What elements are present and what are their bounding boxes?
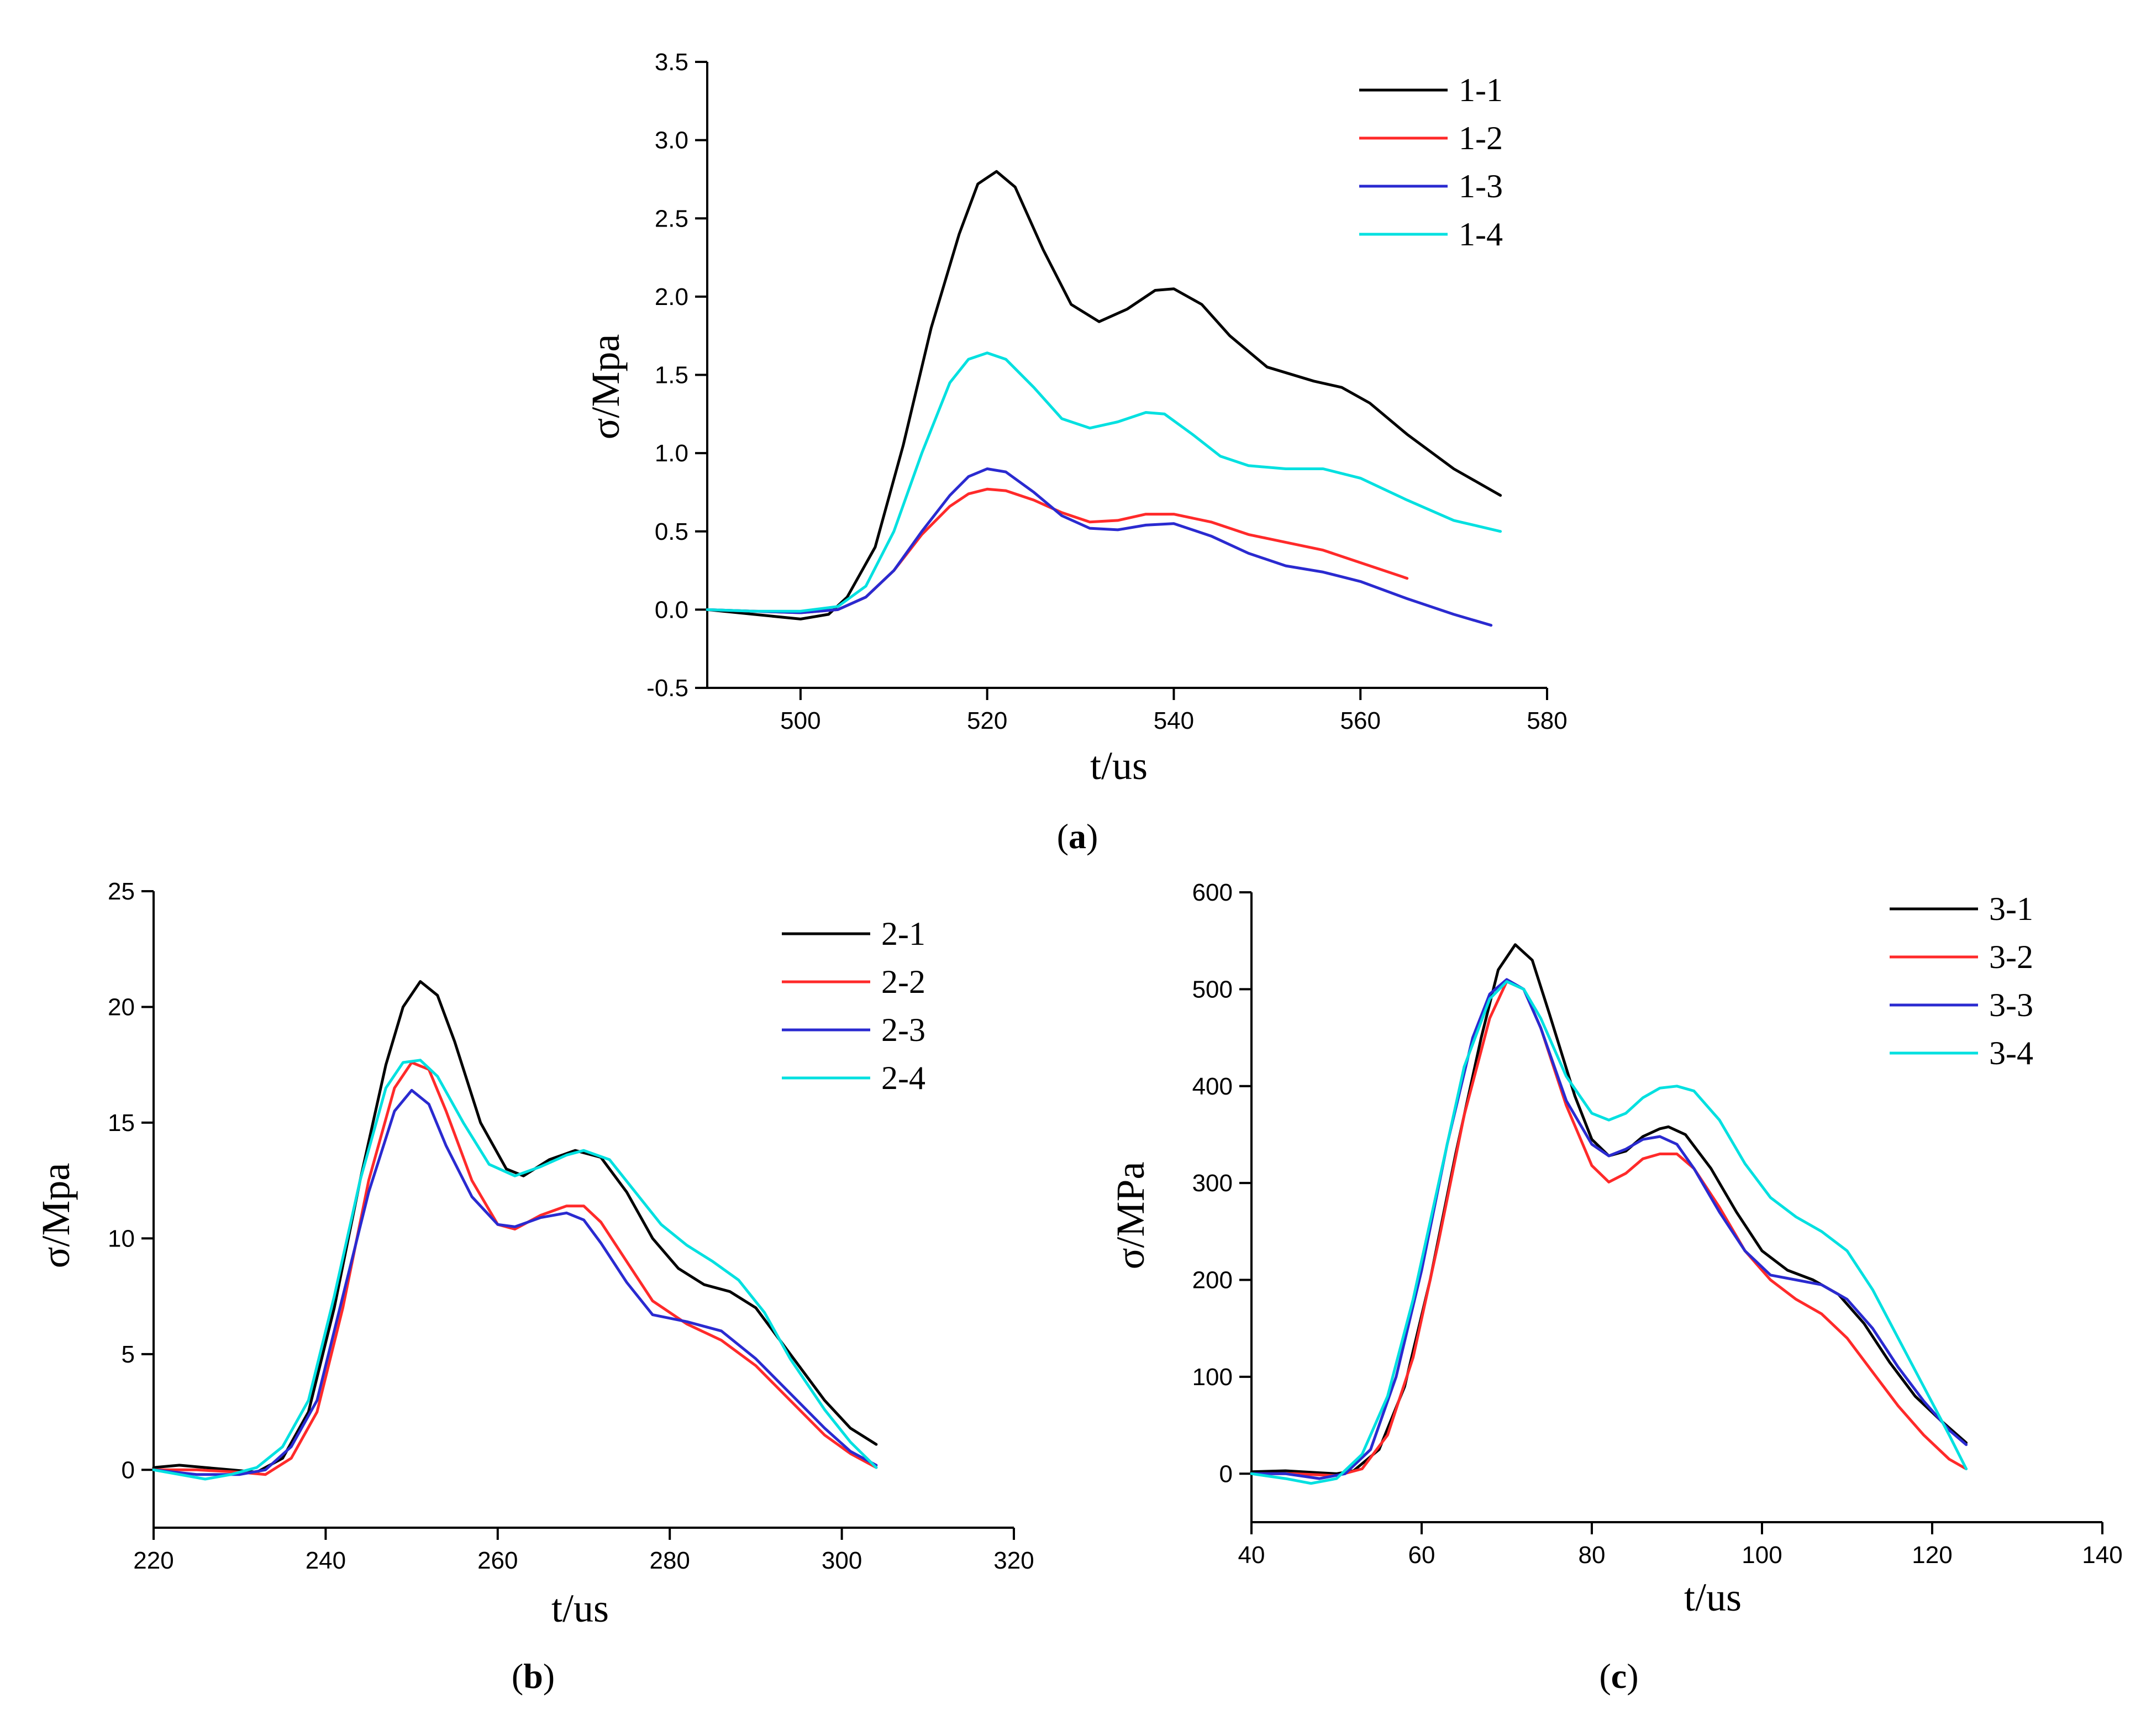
series-line-2-3 <box>152 1088 878 1476</box>
legend-label-1-2: 1-2 <box>1459 120 1503 156</box>
y-tick-label: 1.0 <box>655 440 688 467</box>
x-tick-label: 140 <box>2082 1542 2122 1569</box>
x-tick-label: 240 <box>306 1547 346 1574</box>
x-tick-label: 40 <box>1238 1542 1265 1569</box>
x-tick-label: 280 <box>649 1547 690 1574</box>
y-axis-title: σ/MPa <box>1108 1162 1153 1270</box>
y-tick-label: 10 <box>108 1225 135 1252</box>
legend-label-3-2: 3-2 <box>1989 939 2033 975</box>
y-tick-label: 2.5 <box>655 205 688 232</box>
y-tick-label: 5 <box>122 1341 135 1368</box>
chart-panel-a: -0.5 0.0 0.5 1.0 1.5 2.0 2.5 3.0 3.5 500 520 540 560… <box>583 49 1568 856</box>
y-tick-label: 400 <box>1192 1073 1233 1100</box>
x-tick-label: 60 <box>1408 1542 1435 1569</box>
x-tick-label: 580 <box>1527 707 1567 734</box>
x-tick-label: 540 <box>1154 707 1194 734</box>
y-axis-title: σ/Mpa <box>583 334 628 440</box>
y-tick-label: 3.5 <box>655 49 688 76</box>
y-tick-label: 0 <box>1219 1460 1233 1487</box>
x-tick-label: 560 <box>1340 707 1381 734</box>
x-tick-label: 520 <box>967 707 1007 734</box>
y-tick-label: 1.5 <box>655 362 688 389</box>
x-tick-label: 300 <box>822 1547 862 1574</box>
y-tick-label: 25 <box>108 878 135 905</box>
panel-label: (b) <box>512 1656 555 1696</box>
panel-label: (a) <box>1057 817 1098 856</box>
y-tick-label: 0 <box>122 1456 135 1484</box>
legend-label-3-1: 3-1 <box>1989 891 2033 927</box>
x-tick-label: 80 <box>1579 1542 1606 1569</box>
y-tick-label: 600 <box>1192 879 1233 906</box>
legend-label-2-3: 2-3 <box>881 1012 925 1048</box>
y-tick-label: 0.5 <box>655 518 688 545</box>
y-axis-title: σ/Mpa <box>34 1163 78 1269</box>
x-axis-title: t/us <box>551 1586 609 1630</box>
y-tick-label: 500 <box>1192 976 1233 1003</box>
legend: 1-1 1-2 1-3 1-4 <box>1359 72 1503 252</box>
x-tick-label: 220 <box>133 1547 173 1574</box>
x-axis-title: t/us <box>1684 1575 1742 1619</box>
legend: 2-1 2-2 2-3 2-4 <box>782 916 925 1096</box>
y-tick-label: 200 <box>1192 1267 1233 1294</box>
legend-label-2-1: 2-1 <box>881 916 925 952</box>
y-tick-label: -0.5 <box>646 675 688 702</box>
chart-panel-c: 0 100 200 300 400 500 600 40 60 80 100 120 140 t/us σ/… <box>1108 879 2123 1696</box>
chart-panel-b: 0 5 10 15 20 25 220 240 260 280 300 320 t/us σ/Mpa 2-1… <box>34 878 1034 1696</box>
y-tick-label: 0.0 <box>655 596 688 623</box>
series-line-3-3 <box>1250 978 1968 1480</box>
legend-label-3-3: 3-3 <box>1989 987 2033 1023</box>
y-tick-label: 3.0 <box>655 127 688 154</box>
legend-label-1-3: 1-3 <box>1459 168 1503 204</box>
panel-label: (c) <box>1599 1656 1638 1696</box>
legend-label-1-4: 1-4 <box>1459 216 1503 252</box>
legend-label-2-4: 2-4 <box>881 1060 925 1096</box>
legend-label-1-1: 1-1 <box>1459 72 1503 108</box>
x-tick-label: 260 <box>477 1547 518 1574</box>
y-tick-label: 300 <box>1192 1170 1233 1197</box>
series-line-3-2 <box>1250 980 1968 1477</box>
x-tick-label: 100 <box>1742 1542 1782 1569</box>
legend: 3-1 3-2 3-3 3-4 <box>1890 891 2033 1071</box>
x-tick-label: 320 <box>993 1547 1034 1574</box>
y-tick-label: 15 <box>108 1109 135 1137</box>
x-axis-title: t/us <box>1090 744 1148 788</box>
series-line-3-4 <box>1250 980 1968 1485</box>
series-line-1-3 <box>706 467 1493 627</box>
series-line-1-1 <box>706 170 1502 620</box>
series-line-1-4 <box>706 351 1502 613</box>
x-tick-label: 500 <box>780 707 820 734</box>
series-line-2-1 <box>152 980 878 1474</box>
legend-label-2-2: 2-2 <box>881 964 925 1000</box>
y-tick-label: 2.0 <box>655 283 688 311</box>
series-line-2-4 <box>152 1059 878 1481</box>
y-tick-label: 20 <box>108 993 135 1020</box>
x-tick-label: 120 <box>1912 1542 1952 1569</box>
y-tick-label: 100 <box>1192 1364 1233 1391</box>
legend-label-3-4: 3-4 <box>1989 1035 2033 1071</box>
